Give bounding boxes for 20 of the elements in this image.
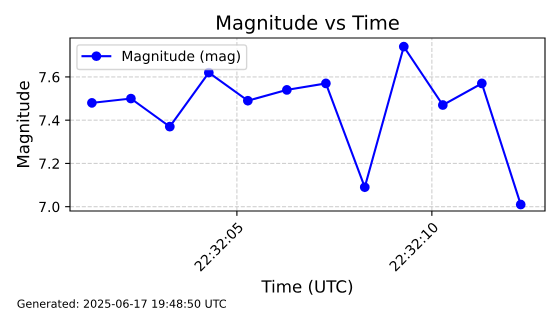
text: Generated: 2025-06-17 19:48:50 UTC xyxy=(17,299,226,308)
point xyxy=(126,94,136,104)
y-tick-label: 7.4 xyxy=(39,115,60,126)
point xyxy=(438,100,448,110)
point xyxy=(360,182,370,192)
point xyxy=(164,122,175,132)
x-axis-title: Time (UTC) xyxy=(261,280,352,295)
point xyxy=(476,78,487,88)
chart-title: Magnitude vs Time xyxy=(217,14,399,34)
y-tick-label: 7.2 xyxy=(39,158,59,169)
point xyxy=(87,98,97,108)
legend-label: Magnitude (mag) xyxy=(122,50,240,64)
point xyxy=(398,42,409,52)
point xyxy=(242,96,253,106)
y-tick-label: 7.0 xyxy=(39,202,60,212)
y-tick-label: 7.6 xyxy=(39,72,60,82)
point xyxy=(282,85,292,95)
y-axis-title: Magnitude xyxy=(16,81,33,168)
point xyxy=(516,200,526,210)
point xyxy=(321,78,331,88)
